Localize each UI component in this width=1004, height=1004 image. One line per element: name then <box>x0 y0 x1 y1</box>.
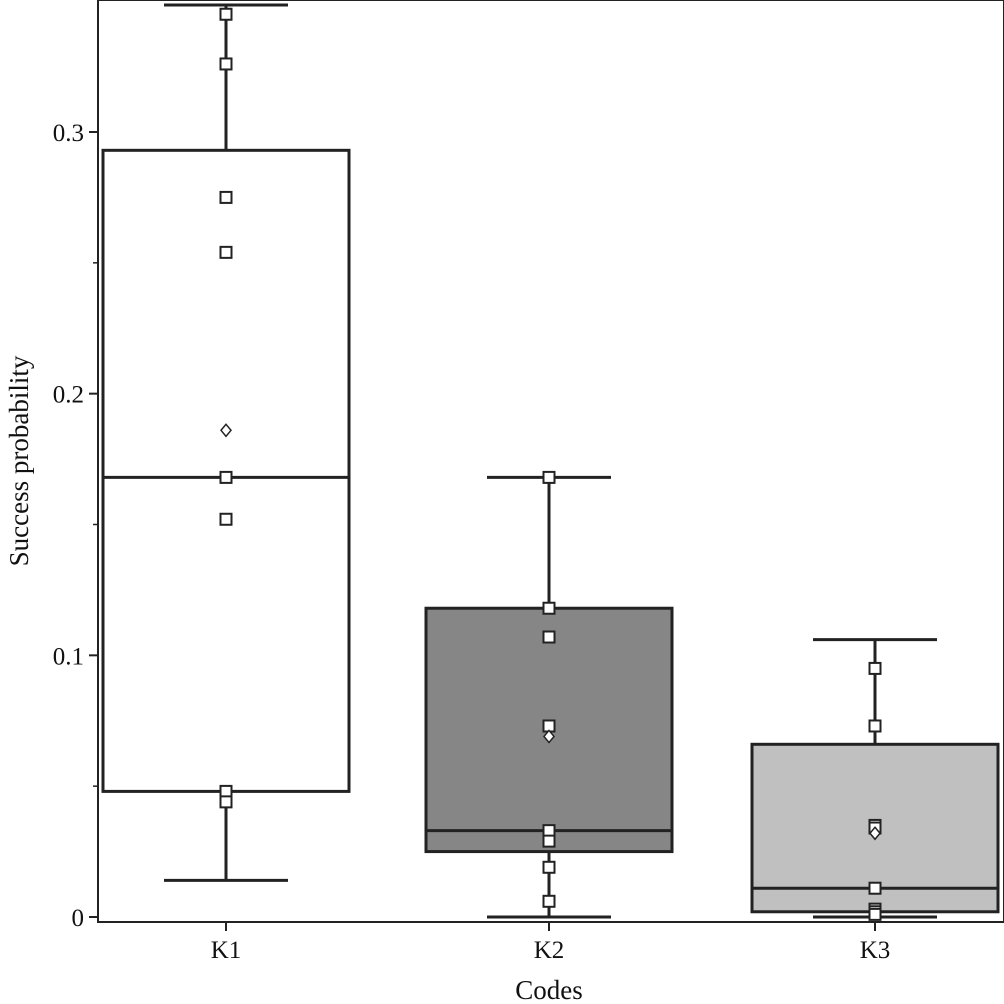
box-k1 <box>101 3 351 882</box>
box-k2 <box>424 470 674 919</box>
y-tick-label: 0.2 <box>53 382 84 409</box>
data-point <box>219 190 233 204</box>
data-point <box>219 245 233 259</box>
x-tick-label: K2 <box>534 937 565 964</box>
y-axis: 0 0.1 0.2 0.3 <box>53 120 98 932</box>
x-tick-label: K3 <box>860 937 891 964</box>
data-point <box>542 630 556 644</box>
mean-marker <box>869 826 881 841</box>
data-point <box>868 661 882 675</box>
data-point <box>219 795 233 809</box>
x-tick-label: K1 <box>211 937 242 964</box>
boxes-layer <box>101 3 1000 921</box>
data-point <box>542 834 556 848</box>
y-tick-label: 0 <box>72 905 85 932</box>
y-axis-title: Success probability <box>4 355 34 566</box>
mean-marker <box>220 423 232 438</box>
data-point <box>542 601 556 615</box>
data-point <box>542 824 556 838</box>
y-tick-label: 0.3 <box>53 120 84 147</box>
x-axis: K1 K2 K3 <box>211 922 891 964</box>
x-axis-title: Codes <box>515 975 583 1004</box>
data-point <box>868 907 882 921</box>
y-tick-label: 0.1 <box>53 643 84 670</box>
data-point <box>219 470 233 484</box>
data-point <box>542 894 556 908</box>
box-k3 <box>750 638 1000 921</box>
data-point <box>868 719 882 733</box>
mean-marker <box>543 729 555 744</box>
data-point <box>868 881 882 895</box>
data-point <box>219 784 233 798</box>
data-point <box>542 470 556 484</box>
data-point <box>219 57 233 71</box>
data-point <box>219 7 233 21</box>
data-point <box>542 860 556 874</box>
data-point <box>219 512 233 526</box>
